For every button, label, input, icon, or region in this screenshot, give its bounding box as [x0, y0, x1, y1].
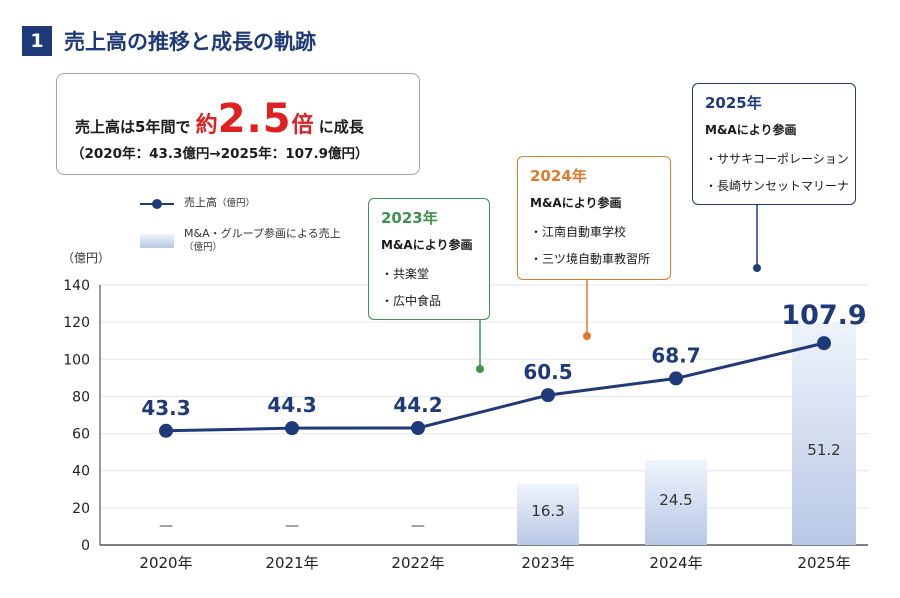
- sales-point-2023年: [541, 388, 555, 403]
- x-tick-label: 2020年: [139, 554, 192, 572]
- y-tick-label: 100: [63, 352, 90, 368]
- summary-big-unit: 倍: [291, 113, 314, 138]
- summary-line-1: 売上高は5年間で 約2.5倍 に成長: [75, 96, 364, 142]
- sales-value-label: 44.3: [267, 393, 316, 417]
- legend-bar-label: M&A・グループ参画による売上: [184, 227, 341, 240]
- bar-2025年: [792, 321, 856, 545]
- callout-2024-subtitle: M&Aにより参画: [530, 196, 622, 210]
- legend-line-marker-icon: [140, 198, 174, 209]
- y-tick-label: 80: [72, 389, 90, 405]
- bar-value-label: —: [285, 518, 299, 534]
- x-tick-label: 2024年: [649, 554, 702, 572]
- y-tick-label: 0: [81, 538, 90, 554]
- sales-value-label: 44.2: [393, 393, 442, 417]
- sales-point-2024年: [669, 371, 683, 386]
- legend-line-label: 売上高: [184, 196, 217, 209]
- y-tick-label: 20: [72, 501, 90, 517]
- bar-value-label: —: [411, 518, 425, 534]
- sales-point-2025年: [817, 336, 831, 351]
- section-number-badge: 1: [22, 26, 52, 56]
- legend-item-bar: M&A・グループ参画による売上 （億円）: [140, 227, 341, 255]
- summary-post-text: に成長: [313, 118, 364, 136]
- x-tick-label: 2025年: [797, 554, 850, 572]
- sales-value-label: 107.9: [781, 300, 866, 331]
- callout-2025-subtitle: M&Aにより参画: [705, 123, 797, 137]
- summary-big-approx: 約: [195, 113, 218, 138]
- sales-point-2021年: [285, 421, 299, 436]
- callout-connector-dot: [753, 264, 761, 272]
- sales-value-label: 43.3: [141, 396, 190, 420]
- legend-bar-swatch-icon: [140, 234, 174, 248]
- x-tick-label: 2023年: [521, 554, 574, 572]
- y-tick-label: 120: [63, 315, 90, 331]
- chart-legend: 売上高（億円） M&A・グループ参画による売上 （億円）: [140, 196, 341, 255]
- callout-2025-year: 2025年: [705, 94, 762, 112]
- callout-2024: 2024年 M&Aにより参画 ・江南自動車学校 ・三ツ境自動車教習所: [517, 156, 671, 280]
- sales-value-label: 60.5: [523, 360, 572, 384]
- legend-line-unit: （億円）: [217, 198, 256, 209]
- callout-2025-item-2: ・長崎サンセットマリーナ: [705, 179, 850, 193]
- callout-2025: 2025年 M&Aにより参画 ・ササキコーポレーション ・長崎サンセットマリーナ: [692, 83, 856, 205]
- bar-value-label: 51.2: [807, 441, 840, 459]
- summary-pre-text: 売上高は5年間で: [75, 118, 196, 136]
- bar-value-label: 16.3: [531, 502, 564, 520]
- bar-2023年: [517, 484, 579, 545]
- section-title: 売上高の推移と成長の軌跡: [64, 30, 316, 54]
- callout-2023-subtitle: M&Aにより参画: [381, 238, 473, 252]
- callout-2023-item-1: ・共楽堂: [381, 267, 430, 281]
- y-tick-label: 40: [72, 464, 90, 480]
- callout-connector-dot: [476, 365, 484, 373]
- bar-2024年: [645, 460, 707, 545]
- summary-box: 売上高は5年間で 約2.5倍 に成長 （2020年：43.3億円→2025年：1…: [56, 73, 420, 175]
- y-tick-label: 140: [63, 278, 90, 294]
- sales-point-2020年: [159, 423, 173, 438]
- y-axis-unit-label: （億円）: [62, 251, 110, 265]
- legend-item-line: 売上高（億円）: [140, 196, 341, 211]
- summary-big-number: 2.5: [217, 96, 292, 142]
- callout-2023: 2023年 M&Aにより参画 ・共楽堂 ・広中食品: [368, 198, 490, 320]
- y-tick-label: 60: [72, 427, 90, 443]
- callout-2024-year: 2024年: [530, 167, 587, 185]
- bar-value-label: 24.5: [659, 491, 692, 509]
- sales-value-label: 68.7: [651, 343, 700, 367]
- callout-2025-item-1: ・ササキコーポレーション: [705, 152, 849, 166]
- callout-2024-item-1: ・江南自動車学校: [530, 225, 627, 239]
- summary-line-2: （2020年：43.3億円→2025年：107.9億円）: [71, 146, 369, 162]
- sales-point-2022年: [411, 421, 425, 435]
- callout-2024-item-2: ・三ツ境自動車教習所: [530, 252, 651, 266]
- legend-bar-unit: （億円）: [184, 242, 223, 253]
- x-tick-label: 2022年: [391, 554, 444, 572]
- x-tick-label: 2021年: [265, 554, 318, 572]
- bar-value-label: —: [159, 518, 173, 534]
- sales-line: [165, 341, 825, 433]
- section-heading: 1 売上高の推移と成長の軌跡: [22, 26, 316, 56]
- callout-connector-dot: [583, 332, 591, 340]
- callout-2023-year: 2023年: [381, 209, 438, 227]
- callout-2023-item-2: ・広中食品: [381, 294, 442, 308]
